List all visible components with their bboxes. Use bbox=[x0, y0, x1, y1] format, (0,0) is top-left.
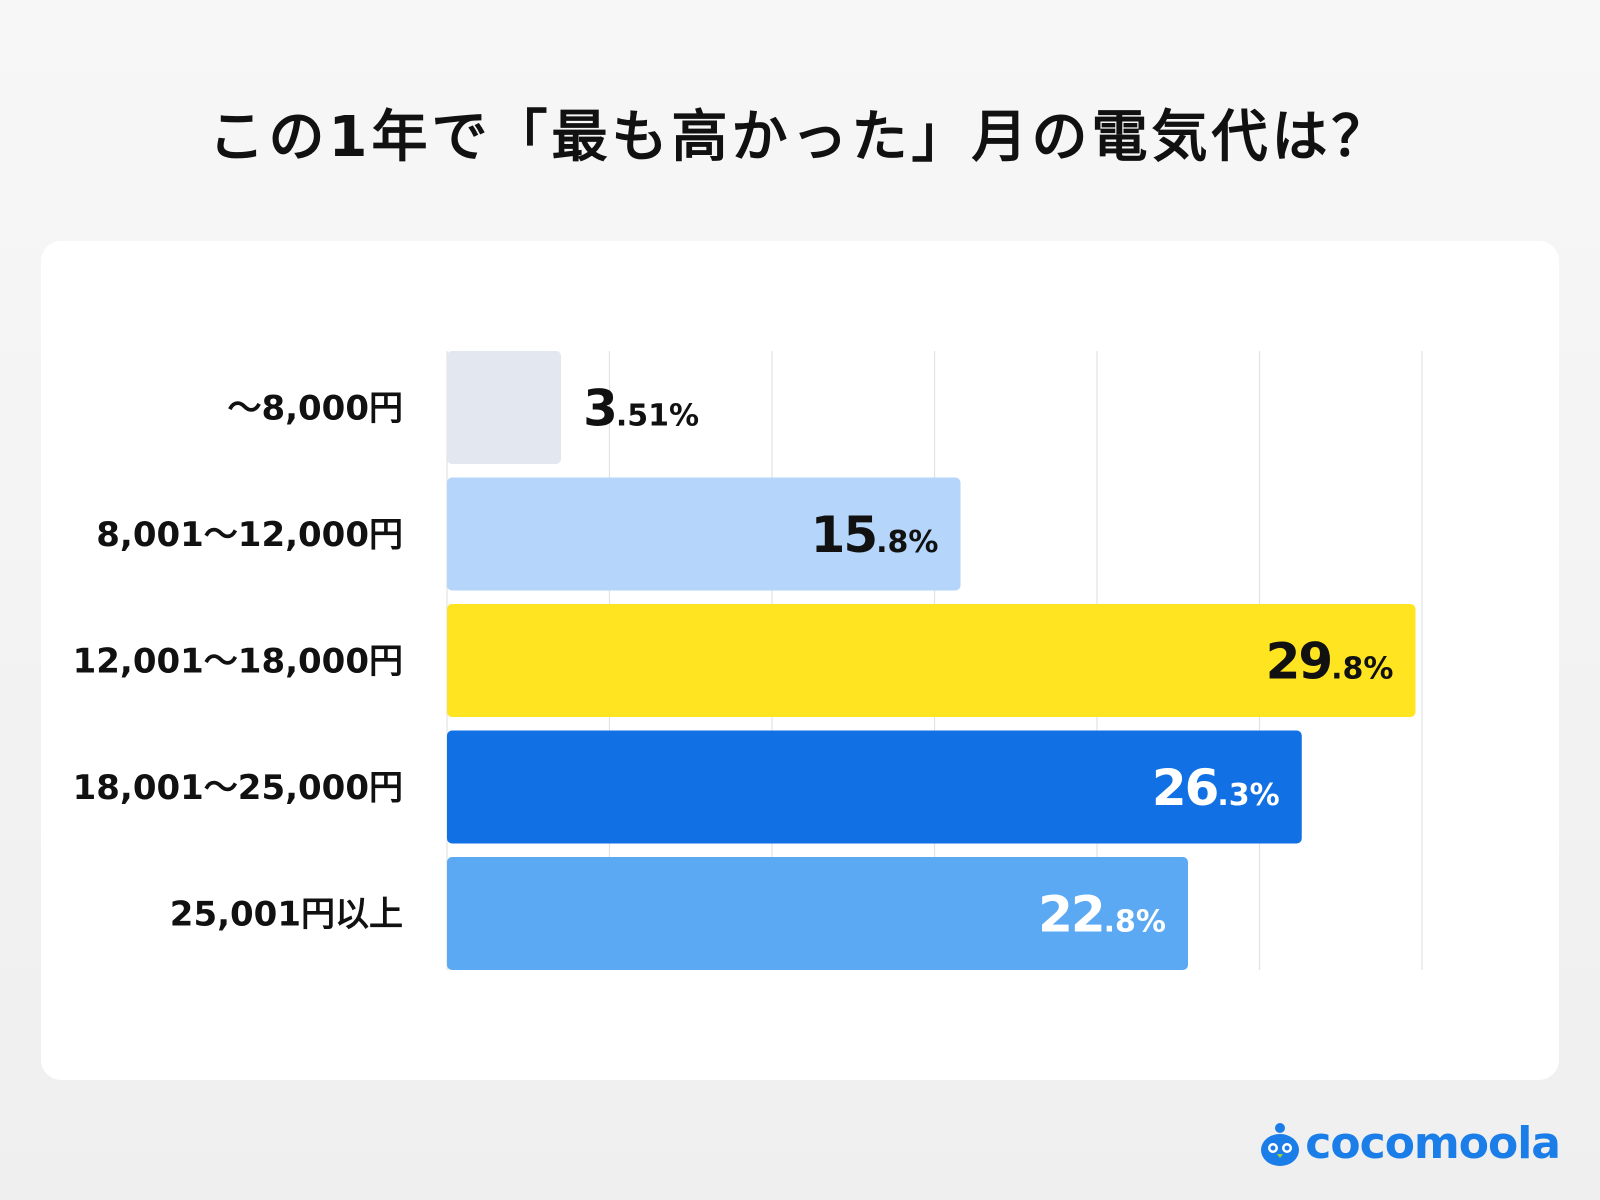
bar bbox=[447, 477, 961, 591]
brand-name: cocomoola bbox=[1305, 1118, 1561, 1169]
chart-title: この1年で「最も高かった」月の電気代は？ bbox=[208, 105, 1392, 170]
bar bbox=[447, 351, 562, 464]
value-label: 29.8% bbox=[1266, 633, 1394, 691]
bar-chart: ～8,000円 3.51% 8,001～12,000円 15.8% 12,001～18,… bbox=[73, 351, 1423, 970]
bar bbox=[447, 604, 1416, 717]
bar bbox=[447, 857, 1188, 970]
value-label: 15.8% bbox=[811, 506, 939, 564]
chart-card: ～8,000円 3.51% 8,001～12,000円 15.8% 12,001～18,… bbox=[41, 241, 1559, 1080]
value-label: 3.51% bbox=[583, 380, 699, 438]
value-label: 26.3% bbox=[1152, 759, 1280, 817]
category-label: 12,001～18,000円 bbox=[73, 642, 403, 682]
owl-mascot-icon bbox=[1261, 1122, 1300, 1166]
brand-logo: cocomoola bbox=[1259, 1118, 1561, 1169]
category-label: 8,001～12,000円 bbox=[96, 515, 403, 555]
category-label: 25,001円以上 bbox=[170, 895, 403, 935]
category-label: ～8,000円 bbox=[227, 389, 403, 429]
category-label: 18,001～25,000円 bbox=[73, 768, 403, 808]
bar bbox=[447, 730, 1302, 844]
value-label: 22.8% bbox=[1038, 886, 1166, 944]
